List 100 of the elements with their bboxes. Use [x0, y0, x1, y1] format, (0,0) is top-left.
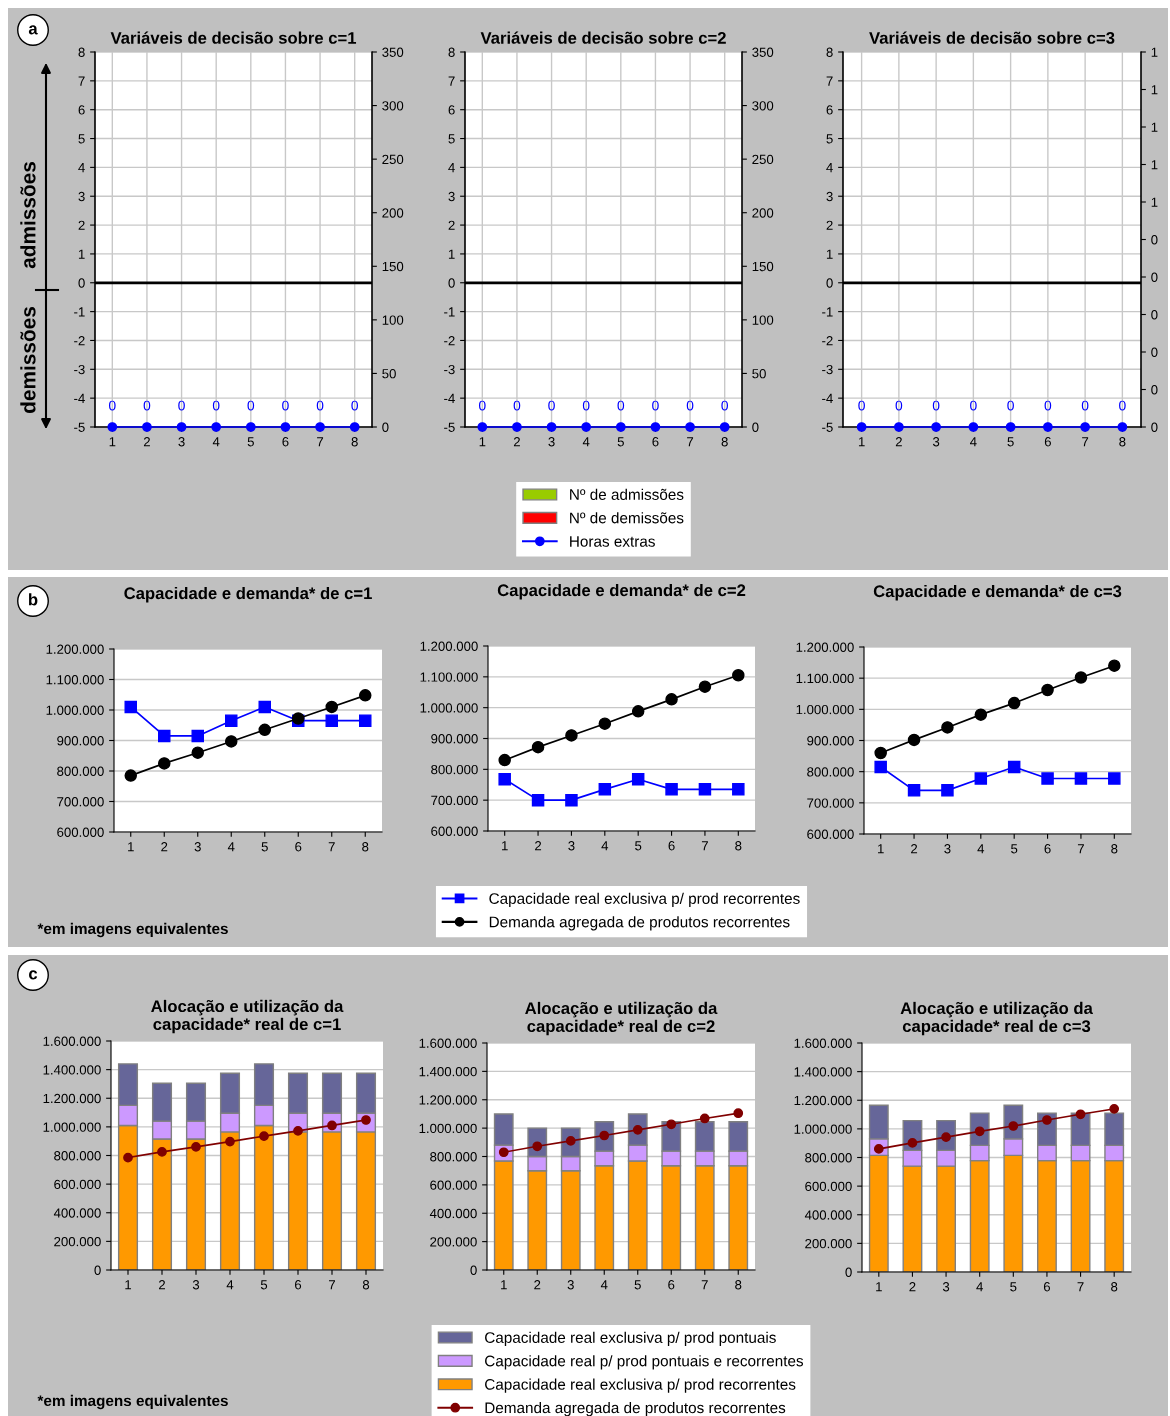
point	[358, 689, 372, 702]
point	[665, 693, 678, 706]
y2-tick-label: 50	[752, 369, 766, 379]
y2-tick-label: 150	[382, 261, 404, 272]
x-tick-label: 3	[944, 844, 951, 854]
y-tick-label: 1	[448, 249, 455, 259]
x-tick-label: 8	[1111, 844, 1118, 854]
chart-title: Alocação e utilização da capacidade* real de c=1	[151, 999, 344, 1034]
x-tick-label: 8	[721, 437, 728, 447]
y-tick-label: 4	[78, 163, 85, 173]
y-tick-label: -5	[822, 422, 833, 432]
data-label: 0	[108, 400, 116, 411]
x-tick-label: 8	[1111, 1282, 1118, 1292]
x-tick-label: 1	[858, 437, 865, 447]
data-label: 0	[247, 400, 255, 411]
point	[699, 1113, 710, 1124]
y-tick-label: 1.400.000	[794, 1067, 852, 1077]
point	[358, 714, 372, 727]
x-tick-label: 5	[617, 437, 624, 447]
y-tick-label: 3	[826, 191, 833, 202]
y-tick-label: 1.000.000	[46, 705, 104, 715]
point	[1007, 760, 1021, 774]
y-tick-label: -2	[444, 336, 455, 346]
legend-label: Capacidade real exclusiva p/ prod pontuais	[485, 1331, 776, 1346]
x-tick-label: 7	[329, 1280, 336, 1290]
x-tick-label: 2	[535, 841, 542, 851]
data-label: 0	[351, 400, 359, 411]
y2-tick-label: 0	[1151, 347, 1158, 357]
y-tick-label: -1	[74, 307, 85, 317]
point	[907, 784, 921, 797]
y2-tick-label: 100	[382, 315, 404, 325]
y2-tick-label: 300	[382, 101, 404, 111]
data-label: 0	[932, 400, 940, 411]
y2-tick-label: 1	[1151, 85, 1158, 95]
point	[531, 740, 545, 754]
x-tick-label: 3	[567, 1280, 574, 1290]
x-tick-label: 7	[687, 437, 694, 447]
point	[1108, 659, 1121, 672]
y-tick-label: -5	[444, 422, 455, 432]
point	[565, 729, 578, 742]
point	[665, 783, 678, 796]
x-tick-label: 4	[977, 844, 985, 854]
y2-tick-label: 1	[1151, 160, 1158, 170]
x-tick-label: 6	[295, 842, 302, 852]
y-tick-label: 800.000	[805, 1153, 852, 1163]
x-tick-label: 5	[1007, 437, 1014, 447]
y-tick-label: 200.000	[805, 1238, 852, 1249]
point	[732, 669, 745, 682]
x-tick-label: 3	[568, 841, 575, 851]
y-tick-label: -1	[822, 307, 833, 317]
legend-label: Horas extras	[570, 536, 655, 547]
y-tick-label: 8	[826, 47, 833, 57]
x-tick-label: 2	[513, 437, 520, 447]
data-label: 0	[1081, 400, 1089, 411]
y-tick-label: 4	[826, 163, 833, 173]
y2-tick-label: 200	[382, 208, 404, 218]
x-tick-label: 6	[282, 437, 289, 447]
y-tick-label: -1	[444, 307, 455, 317]
y2-tick-label: 0	[382, 422, 389, 432]
point	[224, 714, 238, 727]
point	[732, 783, 745, 796]
y-tick-label: 1.000.000	[43, 1122, 101, 1132]
point	[565, 793, 578, 807]
point	[258, 723, 272, 737]
x-tick-label: 4	[226, 1280, 234, 1290]
point	[1041, 683, 1054, 697]
point	[1108, 772, 1121, 785]
y2-tick-label: 0	[1151, 385, 1158, 395]
x-tick-label: 1	[128, 842, 134, 852]
y2-tick-label: 0	[1151, 310, 1158, 320]
x-tick-label: 4	[227, 842, 235, 852]
y-tick-label: 6	[448, 105, 455, 115]
x-tick-label: 3	[192, 1280, 200, 1290]
y-tick-label: 800.000	[54, 1151, 101, 1161]
y-tick-label: -4	[822, 393, 833, 403]
x-tick-label: 4	[600, 1280, 608, 1290]
y2-tick-label: 150	[752, 261, 774, 272]
text: demissões	[20, 307, 36, 413]
legend-label: Nº de demissões	[570, 512, 684, 524]
y-tick-label: 0	[94, 1265, 101, 1275]
x-tick-label: 1	[878, 844, 884, 854]
y-tick-label: 0	[826, 278, 833, 288]
point	[498, 772, 511, 786]
y-tick-label: 4	[448, 163, 455, 173]
y-tick-label: 1.100.000	[420, 672, 478, 682]
y-tick-label: -4	[74, 393, 85, 403]
x-tick-label: 2	[159, 1280, 166, 1290]
data-label: 0	[143, 400, 151, 411]
chart-title: Alocação e utilização da capacidade* real de c=3	[900, 1001, 1093, 1036]
y-tick-label: 600.000	[430, 1180, 477, 1190]
y2-tick-label: 250	[752, 154, 774, 165]
x-tick-label: 6	[668, 1280, 675, 1290]
point	[191, 729, 205, 743]
y-tick-label: 1.000.000	[794, 1124, 852, 1134]
y-tick-label: 600.000	[805, 1181, 852, 1192]
x-tick-label: 5	[634, 1280, 641, 1290]
point	[498, 753, 511, 767]
y-tick-label: 400.000	[804, 1210, 852, 1220]
y2-tick-label: 1	[1151, 47, 1158, 57]
point	[258, 700, 272, 714]
